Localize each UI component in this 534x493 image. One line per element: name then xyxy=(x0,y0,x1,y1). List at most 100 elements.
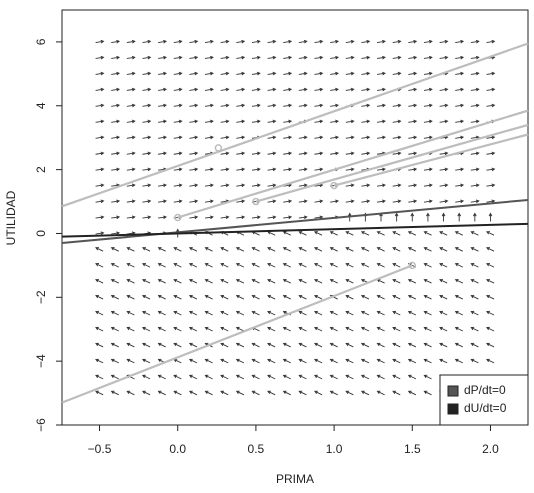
field-arrow xyxy=(298,231,307,236)
start-point xyxy=(252,197,260,206)
field-arrow xyxy=(314,231,323,236)
field-arrow xyxy=(345,39,355,44)
field-arrow xyxy=(298,183,308,188)
field-arrow xyxy=(204,247,213,252)
field-arrow xyxy=(455,71,465,76)
field-arrow xyxy=(220,342,229,348)
field-arrow xyxy=(111,231,121,236)
field-arrow xyxy=(267,215,277,220)
field-arrow xyxy=(95,374,104,380)
field-arrow xyxy=(455,167,465,172)
field-arrow xyxy=(188,390,198,396)
field-arrow xyxy=(173,87,183,92)
field-arrow xyxy=(235,358,245,364)
field-arrow xyxy=(439,326,448,332)
field-arrow xyxy=(142,39,152,44)
field-arrow xyxy=(298,199,308,204)
field-arrow xyxy=(267,263,276,268)
field-arrow xyxy=(314,167,324,172)
field-arrow xyxy=(95,279,104,284)
field-arrow xyxy=(408,39,418,44)
field-arrow xyxy=(204,199,214,204)
field-arrow xyxy=(251,215,261,220)
trajectory xyxy=(61,42,529,208)
field-arrow xyxy=(282,326,291,332)
field-arrow xyxy=(111,167,121,172)
field-arrow xyxy=(376,310,385,316)
field-arrow xyxy=(220,119,230,124)
field-arrow xyxy=(314,279,323,284)
field-arrow xyxy=(329,358,338,364)
field-arrow xyxy=(298,39,308,44)
field-arrow xyxy=(251,119,261,124)
field-arrow xyxy=(392,342,401,348)
field-arrow xyxy=(189,71,199,76)
field-arrow xyxy=(158,183,167,188)
field-arrow xyxy=(189,103,199,108)
field-arrow xyxy=(95,231,105,236)
x-tick-label: −0.5 xyxy=(88,442,112,456)
field-arrow xyxy=(360,390,370,396)
field-arrow xyxy=(314,263,323,268)
field-arrow xyxy=(220,55,230,60)
field-arrow xyxy=(407,326,417,332)
field-arrow xyxy=(204,55,214,60)
x-tick-label: 1.5 xyxy=(404,442,421,456)
field-arrow xyxy=(110,326,119,332)
field-arrow xyxy=(407,279,417,284)
field-arrow xyxy=(173,263,182,268)
trajectory xyxy=(333,133,529,187)
field-arrow xyxy=(157,342,166,348)
field-arrow xyxy=(361,119,371,124)
field-arrow xyxy=(235,390,245,396)
field-arrow xyxy=(423,199,433,204)
field-arrow xyxy=(142,167,152,172)
field-arrow xyxy=(126,151,136,156)
field-arrow xyxy=(251,358,260,364)
field-arrow xyxy=(407,358,417,364)
field-arrow xyxy=(267,279,276,284)
field-arrow xyxy=(488,212,493,222)
field-arrow xyxy=(408,183,418,188)
start-point xyxy=(173,213,182,222)
field-arrow xyxy=(142,119,152,124)
field-arrow xyxy=(329,310,338,316)
y-tick-label: 2 xyxy=(34,166,48,173)
field-arrow xyxy=(95,167,105,172)
field-arrow xyxy=(439,103,449,108)
field-arrow xyxy=(267,231,276,236)
field-arrow xyxy=(376,103,386,108)
field-arrow xyxy=(439,310,448,316)
field-arrow xyxy=(376,263,385,268)
field-arrow xyxy=(220,87,230,92)
field-arrow xyxy=(470,71,480,76)
field-arrow xyxy=(394,212,399,222)
field-arrow xyxy=(298,71,308,76)
field-arrow xyxy=(95,294,104,300)
field-arrow xyxy=(220,151,230,156)
field-arrow xyxy=(376,119,386,124)
field-arrow xyxy=(486,199,496,204)
y-tick-label: 0 xyxy=(34,230,48,237)
field-arrow xyxy=(345,326,354,332)
field-arrow xyxy=(376,39,386,44)
field-arrow xyxy=(345,151,355,156)
field-arrow xyxy=(173,55,183,60)
field-arrow xyxy=(220,326,229,332)
field-arrow xyxy=(111,39,121,44)
field-arrow xyxy=(298,87,308,92)
field-arrow xyxy=(126,263,135,268)
field-arrow xyxy=(330,151,339,156)
field-arrow xyxy=(486,231,495,236)
field-arrow xyxy=(423,294,432,300)
field-arrow xyxy=(392,390,401,396)
field-arrow xyxy=(454,263,463,268)
field-arrow xyxy=(173,71,183,76)
field-arrow xyxy=(251,247,260,252)
field-arrow xyxy=(235,294,245,300)
field-arrow xyxy=(345,390,354,396)
field-arrow xyxy=(158,151,167,156)
field-arrow xyxy=(220,71,230,76)
field-arrow xyxy=(158,199,167,204)
field-arrow xyxy=(142,183,152,188)
